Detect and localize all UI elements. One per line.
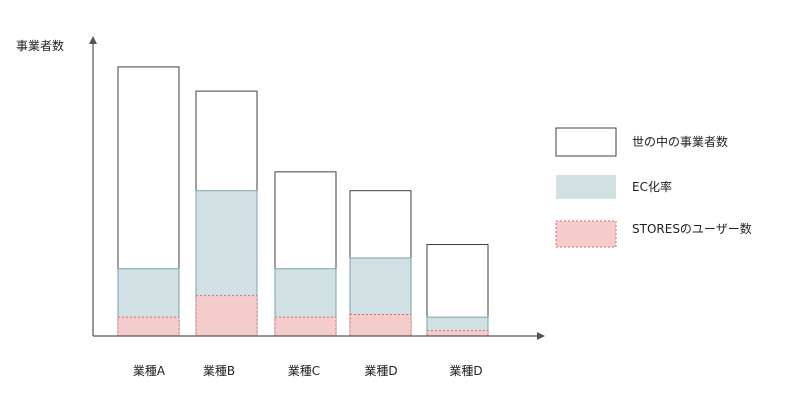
x-tick-label-3: 業種C bbox=[288, 364, 320, 378]
bar-stores-4 bbox=[349, 313, 412, 337]
legend-label-stores: STORESのユーザー数 bbox=[632, 221, 752, 236]
bar-stores-3 bbox=[274, 316, 337, 337]
x-tick-label-5: 業種D bbox=[449, 364, 482, 378]
bars-group bbox=[117, 66, 489, 337]
x-tick-label-4: 業種D bbox=[364, 364, 397, 378]
legend: 世の中の事業者数 EC化率 STORESのユーザー数 bbox=[555, 127, 752, 248]
bar-stores-5 bbox=[426, 330, 489, 337]
x-tick-labels: 業種A 業種B 業種C 業種D 業種D bbox=[133, 364, 483, 378]
legend-label-ec: EC化率 bbox=[632, 179, 672, 194]
legend-label-total: 世の中の事業者数 bbox=[632, 134, 728, 149]
x-tick-label-2: 業種B bbox=[203, 364, 235, 378]
legend-swatch-stores bbox=[555, 220, 617, 248]
bar-stores-2 bbox=[195, 295, 258, 337]
y-axis-label: 事業者数 bbox=[16, 38, 64, 53]
x-tick-label-1: 業種A bbox=[133, 364, 166, 378]
legend-swatch-total bbox=[555, 127, 617, 157]
bar-stores-1 bbox=[117, 316, 180, 337]
legend-swatch-ec bbox=[556, 175, 616, 199]
